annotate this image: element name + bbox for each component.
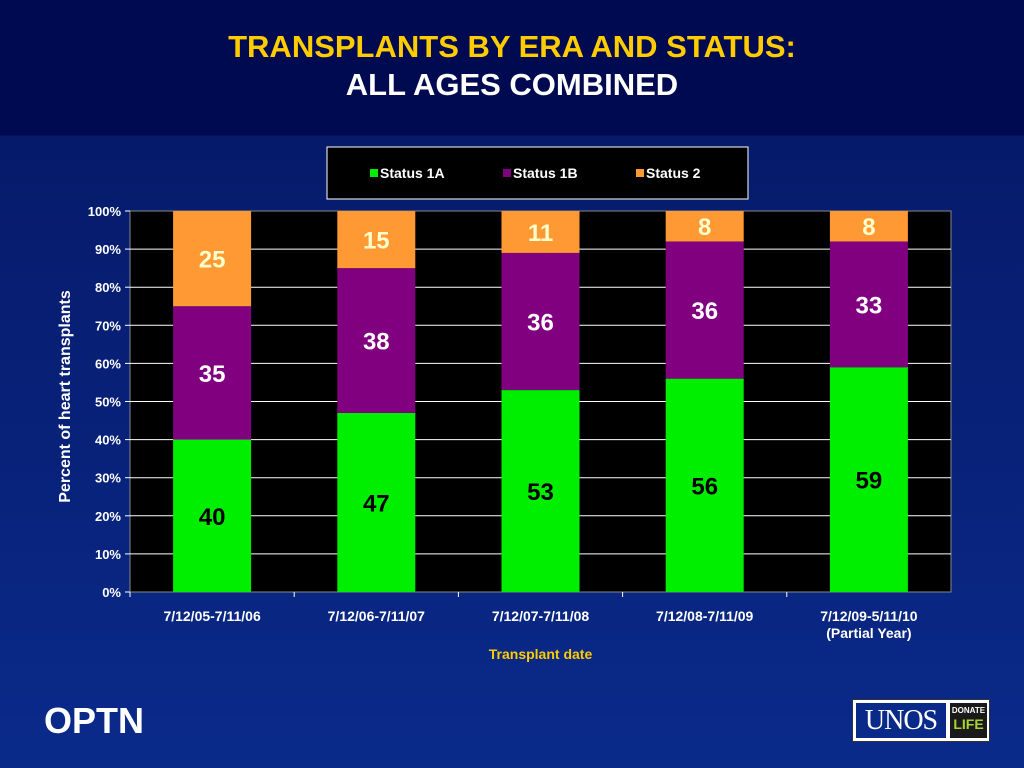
y-tick-label: 70% — [95, 318, 121, 333]
data-label: 36 — [691, 298, 718, 325]
bar-segment-status-1a — [829, 367, 908, 592]
bar-segment-status-1b — [501, 252, 580, 391]
data-label: 8 — [698, 214, 711, 241]
x-tick-label: 7/12/06-7/11/07 — [328, 608, 426, 624]
legend-swatch — [503, 169, 511, 177]
data-label: 38 — [363, 329, 390, 356]
y-tick-label: 40% — [95, 433, 121, 448]
data-label: 33 — [856, 292, 883, 319]
y-tick-label: 50% — [95, 395, 121, 410]
y-tick-label: 90% — [95, 242, 121, 257]
bar-segment-status-1b — [665, 241, 744, 379]
bar-segment-status-2 — [829, 211, 908, 242]
legend-swatch — [370, 169, 378, 177]
title-line-1: TRANSPLANTS BY ERA AND STATUS: — [228, 29, 796, 64]
unos-donate-life-logo: UNOS DONATE LIFE — [852, 699, 990, 742]
y-tick-label: 30% — [95, 471, 121, 486]
y-tick-label: 10% — [95, 547, 121, 562]
data-label: 36 — [527, 309, 554, 336]
optn-brand: OPTN — [44, 700, 145, 741]
data-label: 56 — [691, 473, 718, 500]
bar-segment-status-1b — [829, 241, 908, 368]
y-tick-label: 60% — [95, 356, 121, 371]
legend-label: Status 2 — [646, 165, 701, 181]
bar-segment-status-2 — [337, 211, 416, 269]
data-label: 59 — [856, 468, 883, 495]
bar-segment-status-1b — [173, 306, 252, 440]
data-label: 15 — [363, 228, 390, 255]
bar-segment-status-1a — [501, 390, 580, 592]
data-label: 25 — [199, 247, 226, 274]
data-label: 11 — [528, 220, 553, 247]
donate-life-badge: DONATE LIFE — [950, 703, 987, 738]
data-label: 35 — [199, 361, 226, 388]
legend-swatch — [636, 169, 644, 177]
data-label: 53 — [527, 479, 554, 506]
bar-segment-status-1a — [173, 439, 252, 592]
y-axis-title: Percent of heart transplants — [57, 290, 74, 503]
x-tick-label: 7/12/09-5/11/10 — [820, 608, 918, 624]
bar-segment-status-2 — [665, 211, 744, 242]
legend-label: Status 1A — [380, 165, 445, 181]
title-line-2: ALL AGES COMBINED — [345, 67, 679, 102]
data-label: 40 — [199, 504, 226, 531]
slide-title: TRANSPLANTS BY ERA AND STATUS: ALL AGES … — [0, 28, 1024, 104]
bar-segment-status-2 — [173, 211, 252, 307]
y-tick-label: 0% — [102, 585, 121, 600]
x-tick-label: 7/12/07-7/11/08 — [492, 608, 590, 624]
legend-label: Status 1B — [513, 165, 578, 181]
y-tick-label: 20% — [95, 509, 121, 524]
bar-segment-status-1a — [337, 412, 416, 592]
y-tick-label: 80% — [95, 280, 121, 295]
x-tick-label: 7/12/05-7/11/06 — [163, 608, 261, 624]
bar-segment-status-2 — [501, 211, 580, 253]
data-label: 8 — [862, 214, 875, 241]
bar-segment-status-1a — [665, 378, 744, 592]
unos-logo-text: UNOS — [856, 703, 946, 738]
y-tick-label: 100% — [88, 204, 122, 219]
donate-text: DONATE — [951, 706, 986, 715]
data-label: 47 — [363, 490, 390, 517]
x-tick-label: (Partial Year) — [826, 625, 911, 641]
life-text: LIFE — [953, 716, 984, 732]
bar-segment-status-1b — [337, 268, 416, 413]
x-axis-title: Transplant date — [489, 646, 593, 662]
x-tick-label: 7/12/08-7/11/09 — [656, 608, 754, 624]
legend — [326, 146, 749, 200]
